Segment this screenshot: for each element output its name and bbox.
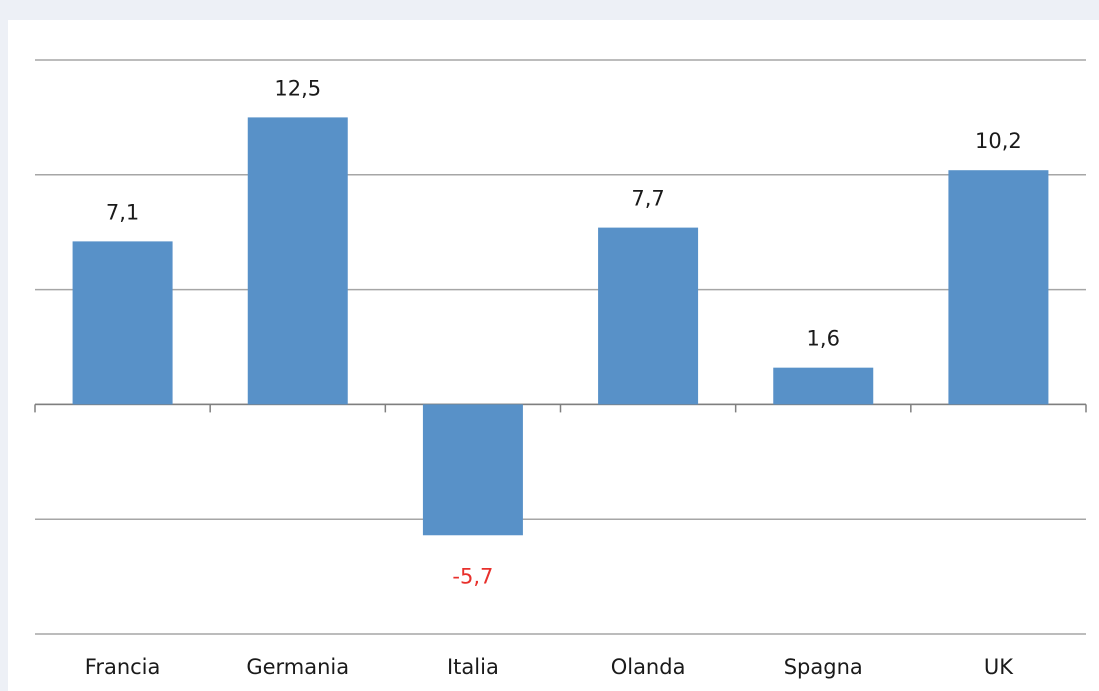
x-tick-label: Italia <box>447 655 499 679</box>
bar <box>948 170 1049 405</box>
bar <box>422 404 523 536</box>
x-tick-label: Francia <box>85 655 161 679</box>
x-tick-label: Spagna <box>784 655 863 679</box>
x-tick-label: Olanda <box>611 655 686 679</box>
value-label: 7,1 <box>106 200 139 224</box>
plot-panel <box>8 20 1099 691</box>
value-label: 10,2 <box>975 129 1022 153</box>
bar <box>773 367 874 405</box>
value-label: 12,5 <box>274 76 321 100</box>
bar <box>72 241 173 405</box>
x-tick-label: Germania <box>246 655 349 679</box>
bar <box>598 227 699 405</box>
value-label: 1,6 <box>807 327 840 351</box>
bar <box>247 117 348 405</box>
value-label: -5,7 <box>452 564 493 588</box>
value-label: 7,7 <box>631 187 664 211</box>
x-tick-label: UK <box>984 655 1014 679</box>
